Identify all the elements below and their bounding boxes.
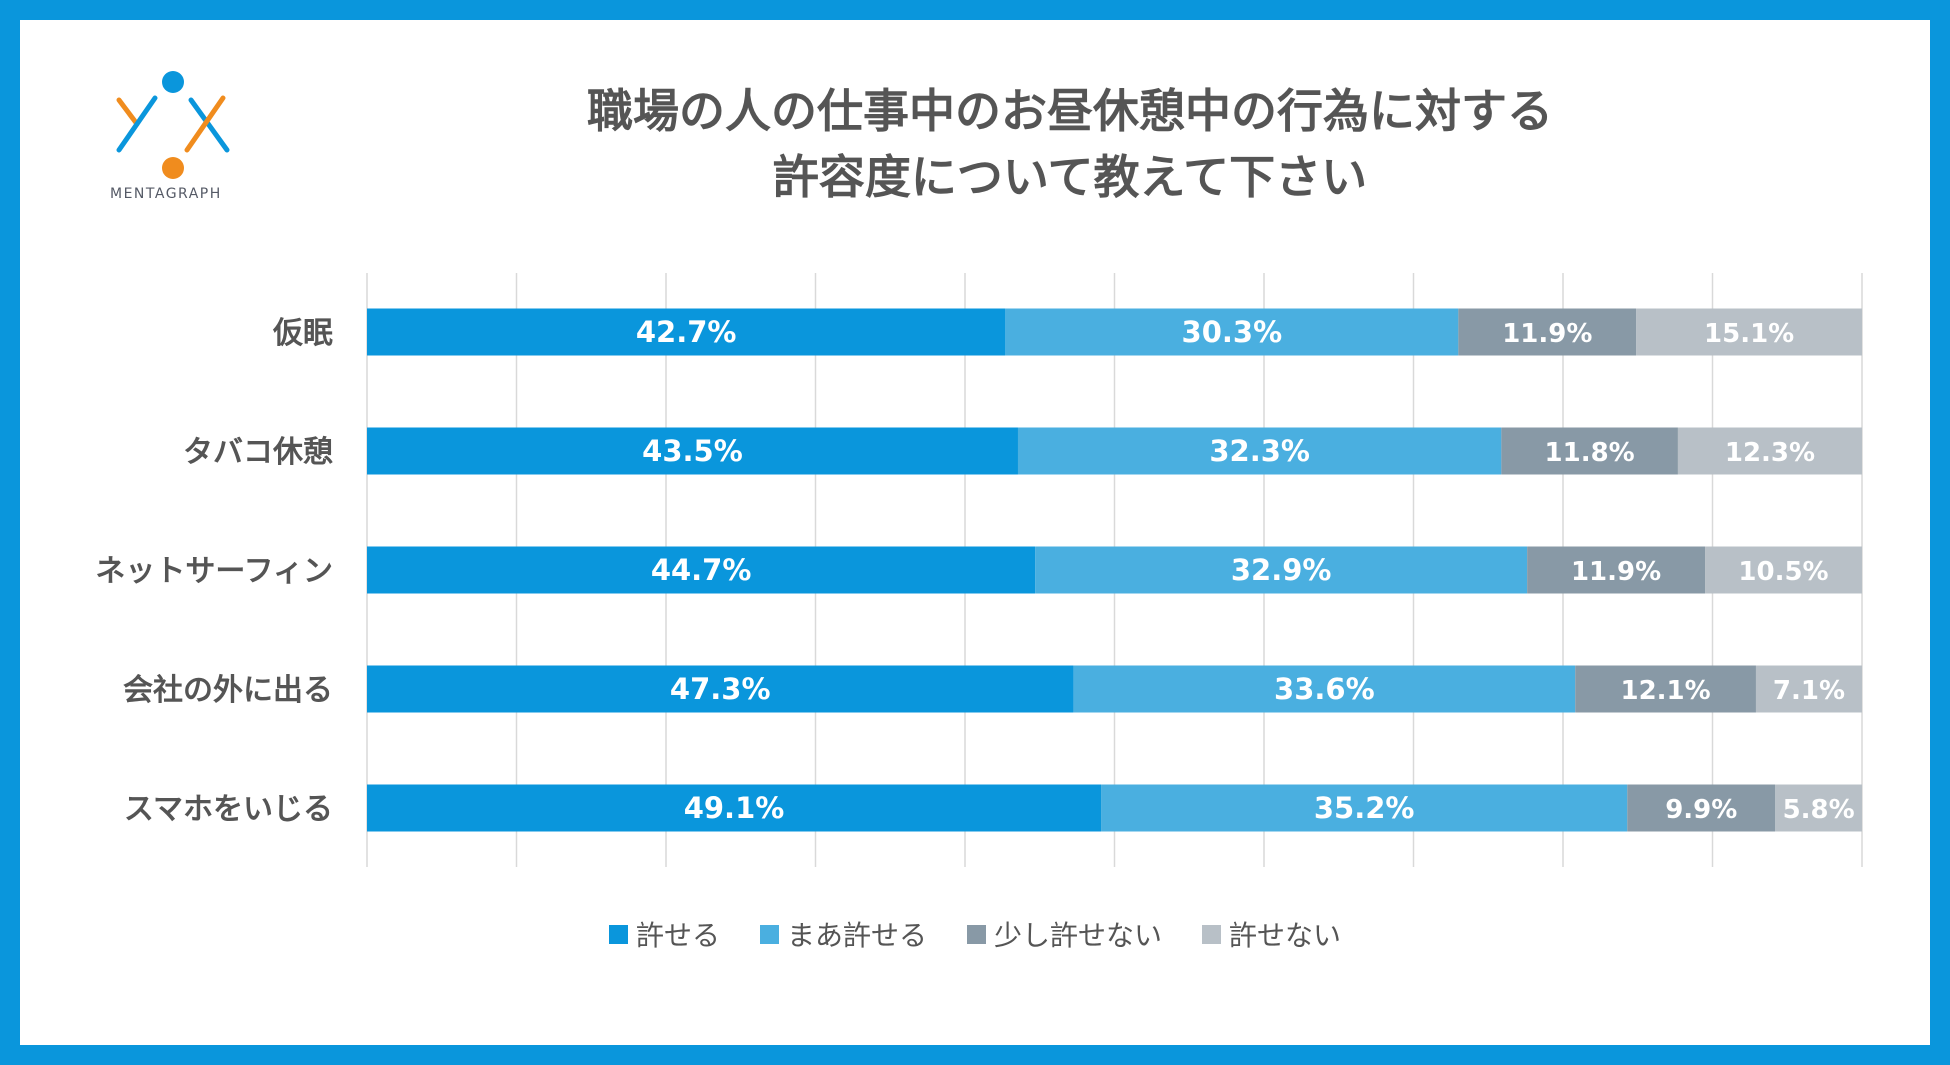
bar-segment — [367, 308, 1006, 356]
data-label: 42.7% — [636, 315, 737, 349]
category-label: 会社の外に出る — [123, 673, 333, 708]
data-label: 32.9% — [1231, 553, 1332, 587]
data-label: 12.3% — [1725, 438, 1815, 468]
chart-title-line-2: 許容度について教えて下さい — [772, 150, 1368, 204]
category-label: スマホをいじる — [124, 792, 333, 827]
data-label: 11.9% — [1571, 557, 1661, 587]
bar-segment — [1755, 665, 1862, 713]
chart-title-line-1: 職場の人の仕事中のお昼休憩中の行為に対する — [587, 84, 1553, 138]
data-label: 32.3% — [1209, 434, 1310, 468]
chart-title: 職場の人の仕事中のお昼休憩中の行為に対する 許容度について教えて下さい — [320, 78, 1820, 210]
data-label: 43.5% — [642, 434, 743, 468]
brand-name: MENTAGRAPH — [110, 186, 222, 202]
legend-swatch — [1202, 924, 1222, 944]
data-label: 35.2% — [1314, 791, 1415, 825]
category-label: タバコ休憩 — [183, 435, 333, 470]
data-label: 7.1% — [1773, 676, 1845, 706]
data-label: 15.1% — [1704, 319, 1794, 349]
data-label: 49.1% — [684, 791, 785, 825]
bar-segment — [1705, 546, 1862, 594]
bar-segment — [1005, 308, 1459, 356]
data-label: 11.8% — [1545, 438, 1635, 468]
data-label: 9.9% — [1665, 795, 1737, 825]
legend-label: まあ許せる — [786, 919, 927, 952]
data-label: 30.3% — [1182, 315, 1283, 349]
bar-segment — [1017, 427, 1502, 475]
legend-item: 許せない — [1202, 914, 1341, 954]
legend-label: 許せる — [635, 919, 720, 952]
bar-segment — [1636, 308, 1862, 356]
legend-item: まあ許せる — [759, 914, 927, 954]
bar-segment — [1575, 665, 1756, 713]
stacked-bar-chart: 仮眠 42.7% 30.3% 11.9% 15.1% タバコ休憩 43.5% 32.3% 11.… — [95, 273, 1863, 867]
data-label: 44.7% — [651, 553, 752, 587]
chart-card: MENTAGRAPH 職場の人の仕事中のお昼休憩中の行為に対する 許容度について… — [20, 20, 1930, 1045]
bar-segment — [1527, 546, 1706, 594]
bar-segment — [367, 784, 1102, 832]
bar-segment — [1501, 427, 1678, 475]
legend-label: 許せない — [1229, 919, 1342, 952]
bar-segment — [367, 546, 1036, 594]
data-label: 47.3% — [670, 672, 771, 706]
mentagraph-logo-icon — [116, 71, 230, 179]
bar-segment — [367, 665, 1074, 713]
data-label: 33.6% — [1274, 672, 1375, 706]
legend-item: 少し許せない — [967, 914, 1162, 954]
legend-swatch — [608, 924, 628, 944]
legend-swatch — [759, 924, 779, 944]
data-label: 10.5% — [1738, 557, 1828, 587]
bar-segment — [367, 427, 1018, 475]
data-label: 12.1% — [1621, 676, 1711, 706]
bar-segment — [1775, 784, 1862, 832]
data-label: 5.8% — [1783, 795, 1855, 825]
legend-item: 許せる — [608, 914, 720, 954]
bar-segment — [1458, 308, 1637, 356]
bar-segment — [1101, 784, 1628, 832]
bar-segment — [1677, 427, 1862, 475]
bar-segment — [1035, 546, 1528, 594]
data-label: 11.9% — [1502, 319, 1592, 349]
bar-segment — [1073, 665, 1576, 713]
legend-label: 少し許せない — [994, 919, 1163, 952]
chart-legend: 許せる まあ許せる 少し許せない 許せない — [20, 914, 1930, 954]
category-label: 仮眠 — [272, 316, 333, 351]
brand-logo: MENTAGRAPH — [110, 70, 250, 202]
bar-segment — [1627, 784, 1776, 832]
category-label: ネットサーフィン — [95, 554, 333, 589]
legend-swatch — [967, 924, 986, 944]
